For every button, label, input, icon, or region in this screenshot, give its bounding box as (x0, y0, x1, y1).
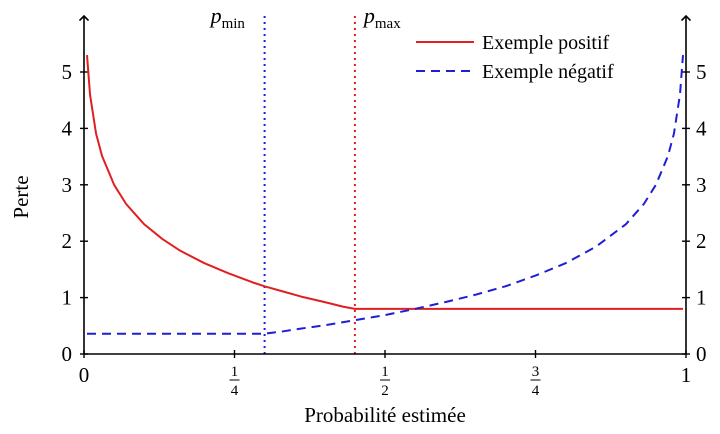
y-tick-label-right: 0 (696, 342, 707, 366)
y-tick-label-right: 3 (696, 173, 707, 197)
legend-label-positive: Exemple positif (482, 32, 610, 54)
x-tick-label-denominator: 4 (532, 383, 540, 399)
legend-label-negative: Exemple négatif (482, 61, 614, 83)
y-tick-label-left: 0 (62, 342, 73, 366)
y-tick-label-left: 2 (62, 229, 73, 253)
x-tick-label-numerator: 1 (231, 364, 239, 380)
y-tick-label-left: 5 (62, 60, 73, 84)
y-tick-label-right: 5 (696, 60, 707, 84)
y-tick-label-left: 4 (62, 116, 73, 140)
x-tick-label: 0 (79, 363, 90, 387)
threshold-label-min: pmin (209, 3, 246, 32)
y-tick-label-left: 3 (62, 173, 73, 197)
y-axis-title: Perte (9, 175, 33, 218)
x-tick-label-denominator: 2 (381, 383, 389, 399)
x-tick-label-numerator: 1 (381, 364, 389, 380)
legend: Exemple positif Exemple négatif (416, 32, 614, 83)
x-axis-title: Probabilité estimée (304, 403, 466, 427)
y-tick-label-right: 4 (696, 116, 707, 140)
y-tick-label-left: 1 (62, 286, 73, 310)
x-tick-label: 1 (681, 363, 692, 387)
threshold-label-max: pmax (362, 3, 401, 32)
series-line-positive (86, 55, 683, 310)
y-tick-label-right: 2 (696, 229, 707, 253)
x-tick-label-numerator: 3 (532, 364, 540, 380)
series-line-negative (87, 55, 684, 335)
x-tick-label-denominator: 4 (231, 383, 239, 399)
y-tick-label-right: 1 (696, 286, 707, 310)
